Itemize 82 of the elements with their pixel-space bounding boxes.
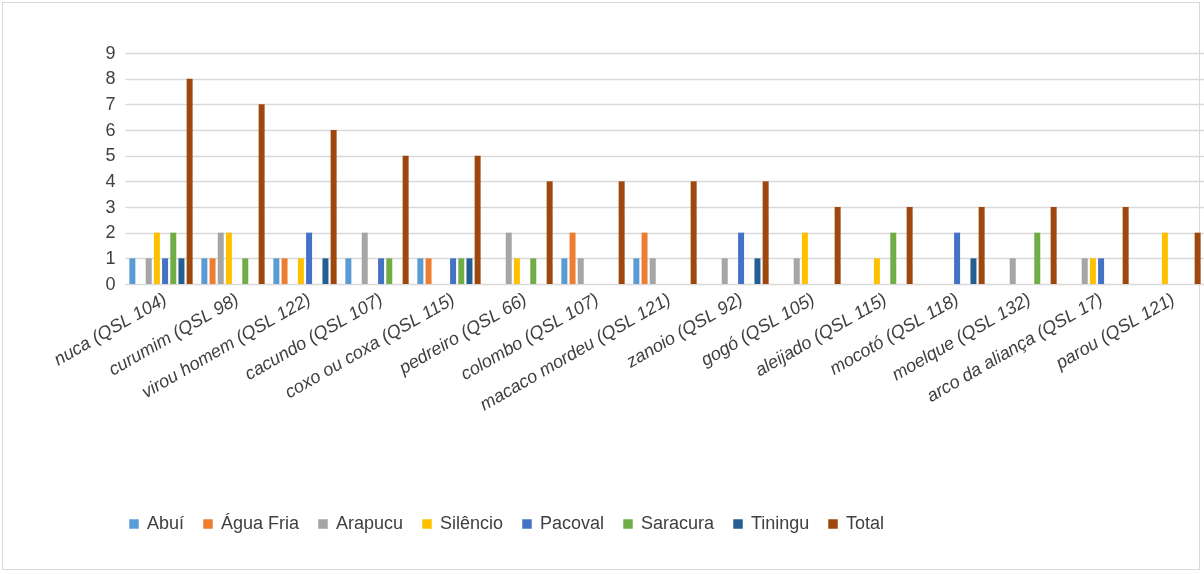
bar: [577, 258, 584, 284]
bar: [1089, 258, 1096, 284]
bar: [569, 232, 576, 284]
bar: [618, 181, 625, 284]
bar: [890, 232, 897, 284]
bar: [345, 258, 352, 284]
legend-label: Pacoval: [540, 513, 605, 533]
bar: [145, 258, 152, 284]
bar: [649, 258, 656, 284]
bar: [954, 232, 961, 284]
bar: [633, 258, 640, 284]
legend-label: Abuí: [147, 513, 185, 533]
bar: [378, 258, 385, 284]
y-tick-label: 6: [105, 119, 116, 140]
bar: [129, 258, 136, 284]
bar: [873, 258, 880, 284]
y-tick-label: 3: [105, 196, 116, 217]
bar: [530, 258, 537, 284]
bar: [186, 78, 193, 284]
bar: [361, 232, 368, 284]
bar: [690, 181, 697, 284]
y-tick-label: 9: [105, 42, 116, 63]
bar: [1161, 232, 1168, 284]
bar: [546, 181, 553, 284]
bar: [450, 258, 457, 284]
bar: [1050, 207, 1057, 284]
bar: [474, 155, 481, 284]
y-tick-label: 8: [105, 68, 116, 89]
bar: [513, 258, 520, 284]
bar: [273, 258, 280, 284]
y-tick-label: 0: [105, 273, 116, 294]
bar: [297, 258, 304, 284]
bar: [258, 104, 265, 284]
bar: [178, 258, 185, 284]
bar: [970, 258, 977, 284]
legend-label: Tiningu: [751, 513, 810, 533]
bar: [209, 258, 216, 284]
legend-label: Saracura: [641, 513, 716, 533]
legend-label: Total: [846, 513, 885, 533]
bar: [458, 258, 465, 284]
bar: [242, 258, 249, 284]
legend-label: Água Fria: [221, 513, 301, 533]
bar: [386, 258, 393, 284]
bar: [402, 155, 409, 284]
bar: [505, 232, 512, 284]
y-tick-label: 1: [105, 247, 116, 268]
bar: [721, 258, 728, 284]
bar: [561, 258, 568, 284]
bar: [162, 258, 169, 284]
bar: [793, 258, 800, 284]
bar: [978, 207, 985, 284]
bar: [425, 258, 432, 284]
bar: [906, 207, 913, 284]
y-tick-label: 5: [105, 145, 116, 166]
bar: [153, 232, 160, 284]
bar: [834, 207, 841, 284]
bar: [466, 258, 473, 284]
bar: [417, 258, 424, 284]
bar: [1081, 258, 1088, 284]
bar: [170, 232, 177, 284]
bar: [641, 232, 648, 284]
y-tick-label: 2: [105, 222, 116, 243]
bar: [281, 258, 288, 284]
bar: [1009, 258, 1016, 284]
legend-label: Silêncio: [440, 513, 504, 533]
bar: [306, 232, 313, 284]
bar: [322, 258, 329, 284]
y-tick-label: 7: [105, 93, 116, 114]
bar: [801, 232, 808, 284]
bar: [738, 232, 745, 284]
bar: [225, 232, 232, 284]
bar: [762, 181, 769, 284]
bar: [1194, 232, 1201, 284]
bar: [1034, 232, 1041, 284]
legend-label: Arapucu: [336, 513, 404, 533]
bar: [201, 258, 208, 284]
bar: [1098, 258, 1105, 284]
bar: [330, 130, 337, 284]
bar: [754, 258, 761, 284]
y-tick-label: 4: [105, 170, 116, 191]
bar: [1122, 207, 1129, 284]
bar: [217, 232, 224, 284]
